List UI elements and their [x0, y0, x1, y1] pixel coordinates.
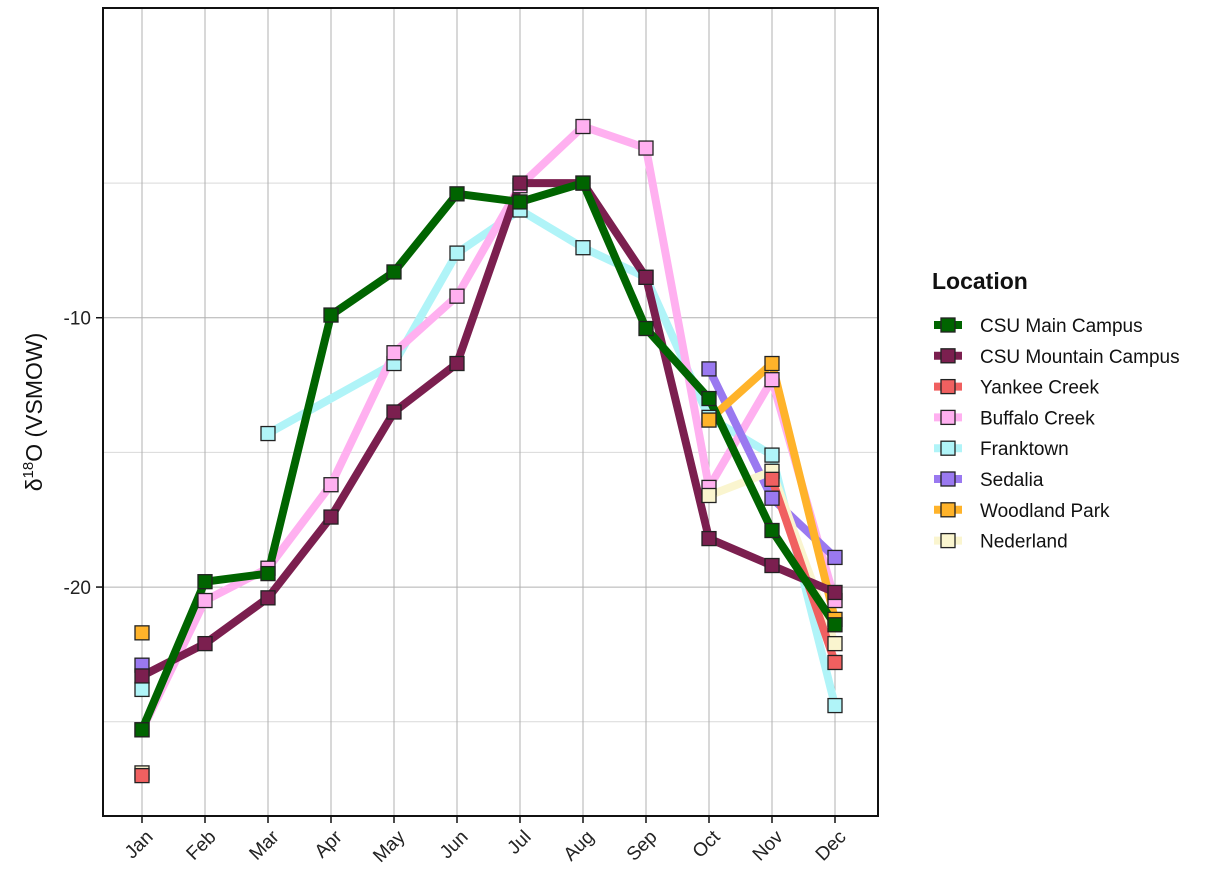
legend: Location CSU Main Campus CSU Mountain Cam… — [932, 268, 1180, 553]
series-point — [827, 549, 843, 566]
series-point — [134, 767, 150, 784]
series-point — [827, 617, 843, 633]
legend-label: CSU Mountain Campus — [980, 347, 1180, 368]
series-point — [764, 557, 780, 574]
x-tick-label: Feb — [183, 827, 221, 865]
plot-frame — [102, 7, 879, 817]
x-tick-label: Dec — [812, 827, 851, 866]
series-line — [138, 179, 839, 734]
series-point — [386, 404, 402, 420]
legend-swatch-marker — [940, 440, 956, 456]
series-point — [764, 522, 780, 539]
series-point — [197, 635, 213, 652]
series-point — [638, 269, 654, 285]
series-point — [386, 345, 402, 361]
series-point — [638, 140, 654, 156]
series-point — [449, 288, 465, 304]
y-tick-label: -10 — [64, 309, 91, 330]
legend-swatch-marker — [940, 502, 956, 518]
series-point — [323, 477, 339, 493]
x-tick-label: Sep — [623, 827, 662, 866]
series-point — [449, 245, 465, 261]
y-tick-label: -20 — [64, 578, 91, 599]
x-tick-label: Nov — [749, 826, 788, 865]
series-point — [449, 355, 465, 372]
series-point — [260, 425, 276, 442]
x-tick-label: Mar — [246, 826, 284, 864]
legend-label: Woodland Park — [980, 501, 1110, 522]
series-point — [512, 175, 528, 191]
grid-lines — [103, 8, 878, 816]
series-point — [386, 264, 402, 280]
x-tick-label: Jan — [121, 827, 158, 864]
legend-swatch-marker — [940, 378, 956, 395]
legend-label: Yankee Creek — [980, 378, 1099, 399]
series-lines — [138, 122, 839, 734]
x-tick-label: May — [369, 826, 410, 867]
series-point — [701, 487, 717, 504]
y-axis-title: δ18O (VSMOW) — [20, 333, 47, 492]
series-point — [575, 118, 591, 135]
x-axis: Jan Feb Mar Apr May Jun Jul Aug Sep Oct Nov Dec — [121, 816, 851, 867]
series-point — [764, 372, 780, 388]
y-axis-title-base: δ — [21, 478, 47, 491]
legend-swatch-marker — [940, 471, 956, 487]
x-tick-label: Jun — [436, 827, 473, 864]
legend-label: Nederland — [980, 532, 1068, 553]
series-point — [764, 490, 780, 506]
legend-label: CSU Main Campus — [980, 316, 1143, 337]
legend-swatch-marker — [940, 532, 956, 549]
series-point — [260, 590, 276, 606]
series-point — [701, 361, 717, 377]
series-point — [134, 722, 150, 738]
legend-label: Sedalia — [980, 470, 1044, 491]
series-point — [701, 412, 717, 428]
series-point — [323, 307, 339, 323]
series-point — [449, 186, 465, 202]
y-axis-title-superscript: 18 — [20, 462, 37, 479]
series-point — [827, 584, 843, 601]
legend-label: Buffalo Creek — [980, 408, 1095, 429]
series-point — [134, 625, 150, 641]
series-point — [323, 509, 339, 525]
series-point — [260, 565, 276, 582]
series-point — [134, 668, 150, 684]
series-point — [134, 681, 150, 698]
y-axis: -10 -20 — [64, 309, 103, 599]
legend-swatch-marker — [940, 317, 956, 333]
series-point — [764, 471, 780, 487]
series-point — [512, 194, 528, 210]
series-line — [138, 179, 839, 680]
series-point — [764, 355, 780, 372]
legend-title: Location — [932, 268, 1028, 294]
series-point — [575, 240, 591, 256]
series-point — [701, 530, 717, 547]
legend-swatch-marker — [940, 348, 956, 364]
series-point — [764, 447, 780, 463]
series-point — [701, 390, 717, 407]
series-point — [197, 592, 213, 609]
series-point — [827, 635, 843, 652]
x-tick-label: Apr — [311, 826, 347, 862]
legend-label: Franktown — [980, 439, 1069, 460]
x-tick-label: Oct — [689, 826, 725, 862]
series-point — [575, 175, 591, 191]
x-tick-label: Jul — [504, 827, 536, 859]
series-point — [197, 574, 213, 590]
series-point — [827, 654, 843, 671]
series-point — [638, 320, 654, 337]
x-tick-label: Aug — [560, 827, 599, 866]
y-axis-title-rest: O (VSMOW) — [21, 333, 47, 462]
series-point — [827, 697, 843, 714]
series-points — [134, 118, 843, 784]
legend-swatch-marker — [940, 409, 956, 426]
